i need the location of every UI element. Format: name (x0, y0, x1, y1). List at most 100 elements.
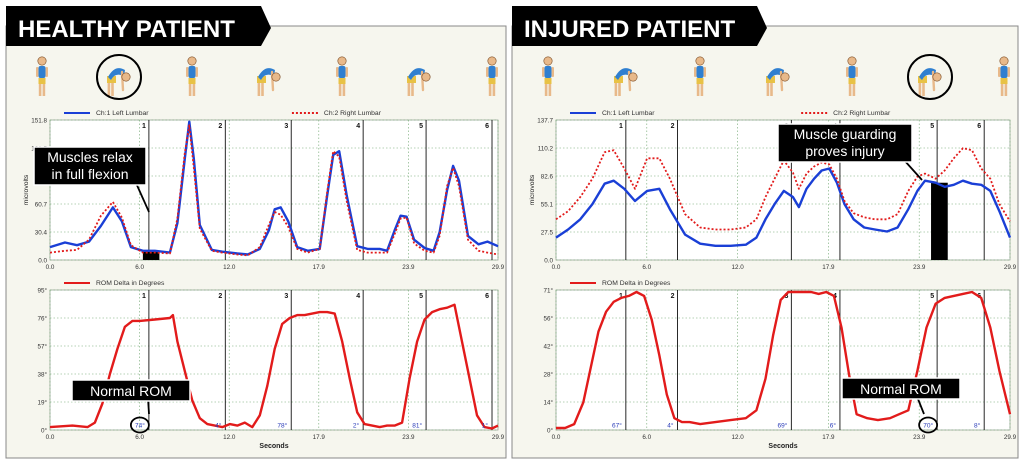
leg (192, 84, 196, 96)
person-standing-icon (36, 56, 48, 96)
event-label: 3 (784, 293, 788, 300)
event-value-label: 8° (974, 422, 981, 430)
leg (188, 84, 192, 96)
event-label: 1 (619, 123, 623, 130)
leg (107, 83, 111, 96)
x-tick-label: 29.9 (492, 264, 505, 271)
person-standing-icon (542, 56, 554, 96)
y-tick-label: 137.7 (537, 118, 553, 125)
leg (411, 83, 414, 96)
torso (188, 66, 196, 78)
event-label: 2 (218, 293, 222, 300)
series-line (555, 167, 1012, 247)
banner-title: HEALTHY PATIENT (18, 16, 235, 43)
posture-figures (542, 54, 1010, 100)
plot-area (555, 289, 1011, 431)
event-value-label: 70° (923, 422, 933, 430)
leg (111, 83, 114, 96)
x-axis-label: Seconds (259, 443, 288, 450)
x-tick-label: 0.0 (552, 264, 561, 271)
callout-text: proves injury (805, 143, 884, 159)
torso (615, 68, 632, 80)
series-line (555, 147, 1011, 231)
x-tick-label: 0.0 (46, 434, 55, 441)
x-tick-label: 23.9 (402, 434, 415, 441)
event-label: 5 (930, 293, 934, 300)
y-tick-label: 55.1 (541, 202, 554, 209)
value-highlight-circle (129, 416, 150, 434)
event-value-label: 81° (412, 422, 422, 430)
rom-chart: 0°14°28°42°56°71°0.0 6.0 12.0 17.9 23.9 29.91… (543, 280, 1016, 450)
y-tick-label: 57° (37, 343, 47, 351)
person-standing-icon (846, 56, 858, 96)
highlight-bar (931, 182, 948, 260)
leg (770, 83, 773, 96)
arm (45, 67, 48, 77)
torso (258, 68, 275, 80)
x-tick-label: 23.9 (913, 434, 926, 441)
figure-highlight-circle (96, 54, 142, 100)
plot-area (49, 289, 499, 431)
leg (766, 83, 770, 96)
x-tick-label: 12.0 (223, 264, 236, 271)
banner (6, 6, 271, 46)
arm (36, 67, 39, 77)
event-label: 5 (419, 293, 423, 300)
legend-label: ROM Delta in Degrees (96, 280, 165, 287)
leg (257, 83, 261, 96)
y-tick-label: 56° (543, 315, 553, 323)
torso (38, 66, 46, 78)
person-bending-icon (766, 68, 790, 96)
figure-highlight-circle (907, 54, 953, 100)
callout-text: in full flexion (51, 166, 128, 182)
head (780, 72, 790, 82)
emg-chart: 0.0 27.5 55.1 82.6 110.2 137.7 0.0 6.0 12.0 17.9 2… (529, 110, 1017, 271)
leg (918, 83, 922, 96)
person-standing-icon (694, 56, 706, 96)
person-bending-icon (407, 68, 431, 96)
event-label: 6 (485, 293, 489, 300)
head (271, 72, 281, 82)
arm (345, 67, 348, 77)
callout-box (841, 377, 961, 400)
event-value-label: 4° (215, 422, 222, 430)
leg (618, 83, 621, 96)
shorts (848, 78, 856, 84)
event-label: 1 (142, 293, 146, 300)
x-tick-label: 17.9 (313, 434, 326, 441)
rom-chart: 0°19°38°57°76°95°0.0 6.0 12.0 17.9 23.9 29.91… (37, 280, 504, 450)
arm (1007, 67, 1010, 77)
head (999, 56, 1009, 66)
panel-injured: INJURED PATIENT 0.0 27.5 55.1 82.6 110.2 137.7… (511, 6, 1019, 459)
person-bending-icon (918, 68, 942, 96)
torso (338, 66, 346, 78)
y-tick-label: 27.5 (541, 230, 554, 237)
callout-box (71, 379, 191, 402)
legend: Ch:1 Left Lumbar Ch:2 Right Lumbar (570, 110, 891, 117)
shorts (614, 76, 623, 83)
torso (488, 66, 496, 78)
shorts (38, 78, 46, 84)
person-bending-icon (257, 68, 281, 96)
head (121, 72, 131, 82)
leg (492, 84, 496, 96)
legend: Ch:1 Left Lumbar Ch:2 Right Lumbar (64, 110, 382, 117)
x-tick-label: 29.9 (1004, 264, 1017, 271)
shorts (766, 76, 775, 83)
legend-label: Ch:1 Left Lumbar (96, 110, 149, 117)
leg (342, 84, 346, 96)
x-tick-label: 29.9 (492, 434, 505, 441)
torso (108, 68, 125, 80)
leg (1004, 84, 1008, 96)
highlight-bar (142, 250, 160, 260)
series-line (49, 303, 499, 430)
shorts (188, 78, 196, 84)
arm (542, 67, 545, 77)
arm (694, 67, 697, 77)
legend-label: ROM Delta in Degrees (602, 280, 671, 287)
event-value-label: 78° (277, 422, 287, 430)
legend: ROM Delta in Degrees (570, 280, 671, 287)
y-tick-label: 95° (37, 287, 47, 295)
x-tick-label: 0.0 (46, 264, 55, 271)
y-tick-label: 71° (543, 287, 553, 295)
